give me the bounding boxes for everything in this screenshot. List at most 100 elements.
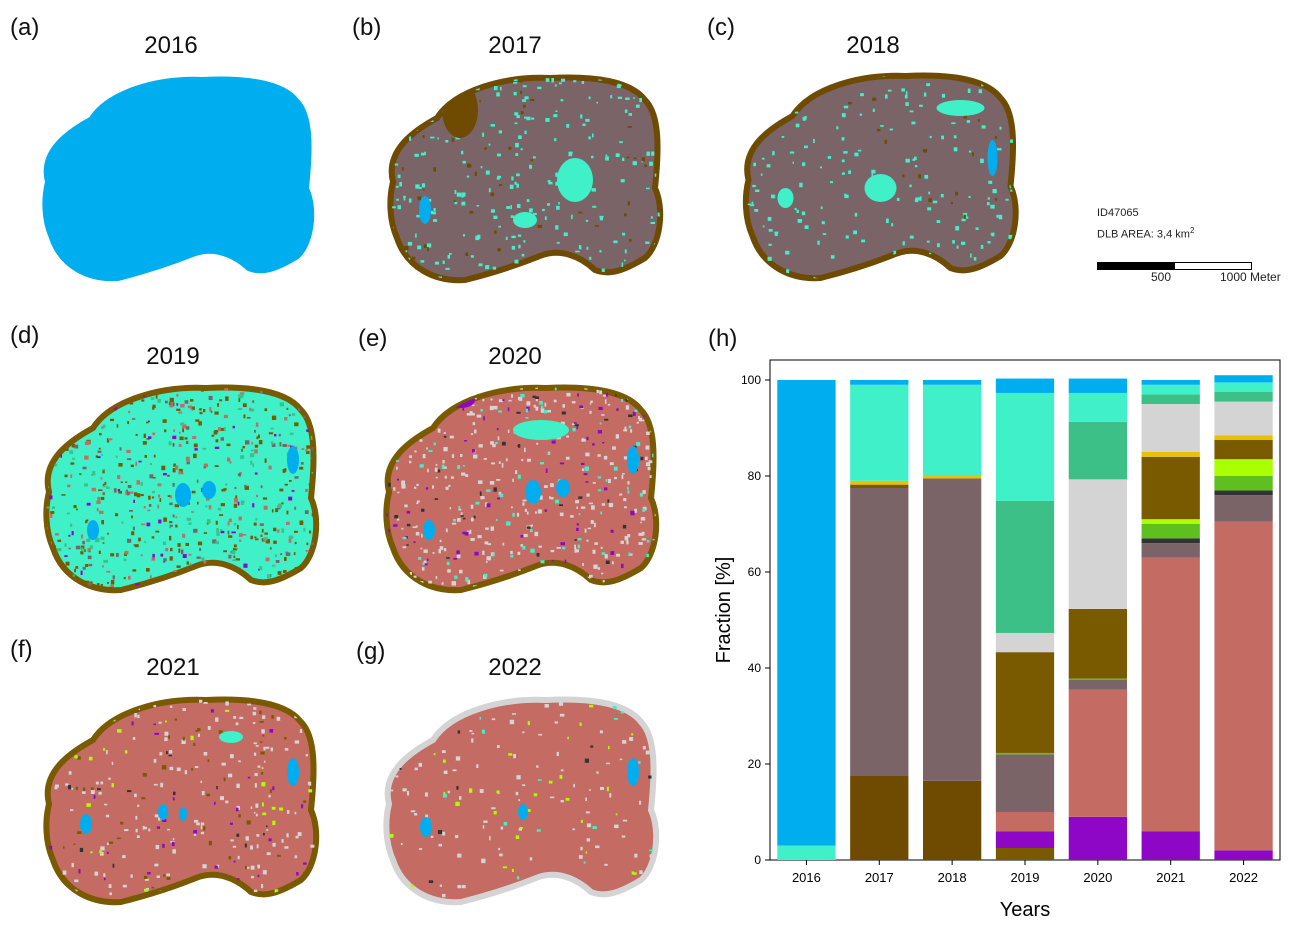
map-pixel: [208, 578, 211, 582]
map-pixel: [288, 496, 293, 501]
map-pixel: [397, 174, 401, 179]
map-pixel: [224, 388, 228, 391]
map-pixel: [754, 237, 757, 242]
map-pixel: [240, 393, 244, 398]
map-pixel: [55, 552, 58, 557]
map-pixel: [603, 394, 607, 397]
map-pixel: [226, 593, 229, 595]
map-pixel: [75, 786, 78, 790]
panel-label-e: (e): [358, 325, 388, 352]
bar-segment: [1214, 850, 1273, 860]
map-pixel: [270, 747, 273, 752]
map-pixel: [560, 769, 564, 772]
map-pixel: [574, 539, 577, 541]
map-pixel: [553, 399, 557, 403]
map-patch: [287, 446, 299, 474]
map-pixel: [244, 843, 247, 848]
map-pixel: [33, 504, 37, 507]
map-pixel: [520, 387, 523, 390]
map-pixel: [299, 520, 304, 525]
map-pixel: [170, 547, 173, 552]
map-pixel: [582, 563, 584, 567]
map-pixel: [496, 790, 500, 794]
map-pixel: [491, 807, 496, 810]
map-pixel: [529, 164, 532, 169]
y-tick-label: 20: [748, 757, 762, 771]
map-pixel: [57, 539, 62, 542]
map-pixel: [804, 145, 808, 149]
map-pixel: [544, 402, 547, 407]
map-pixel: [177, 585, 180, 589]
map-pixel: [281, 502, 284, 505]
map-pixel: [36, 877, 40, 879]
map-pixel: [516, 173, 520, 177]
map-pixel: [433, 219, 438, 222]
map-pixel: [217, 403, 219, 407]
map-pixel: [277, 529, 280, 533]
map-pixel: [615, 153, 620, 157]
map-pixel: [152, 432, 156, 436]
map-pixel: [524, 130, 527, 134]
map-pixel: [178, 548, 181, 553]
map-pixel: [142, 773, 147, 777]
map-pixel: [407, 419, 412, 424]
map-pixel: [225, 381, 227, 384]
map-pixel: [237, 501, 240, 506]
map-pixel: [467, 579, 471, 585]
map-pixel: [85, 520, 88, 524]
map-pixel: [376, 553, 380, 555]
map-pixel: [488, 143, 491, 146]
map-pixel: [464, 72, 466, 75]
map-pixel: [374, 555, 377, 558]
map-pixel: [372, 483, 375, 486]
map-pixel: [409, 460, 412, 464]
map-pixel: [612, 706, 617, 709]
map-pixel: [531, 573, 534, 577]
map-pixel: [237, 584, 241, 587]
map-pixel: [387, 587, 390, 591]
map-pixel: [550, 497, 554, 500]
map-pixel: [146, 522, 151, 527]
map-pixel: [255, 745, 259, 747]
map-pixel: [470, 433, 474, 435]
map-pixel: [230, 754, 234, 759]
map-pixel: [250, 865, 255, 870]
map-pixel: [459, 387, 463, 390]
map-pixel: [1011, 100, 1016, 104]
map-pixel: [137, 387, 140, 390]
map-pixel: [424, 563, 428, 566]
map-pixel: [871, 173, 874, 178]
map-pixel: [608, 503, 614, 508]
map-pixel: [273, 540, 277, 544]
map-pixel: [377, 275, 379, 277]
map-pixel: [956, 245, 959, 249]
map-pixel: [214, 430, 219, 433]
lake-map-2019: [33, 381, 320, 595]
map-pixel: [175, 516, 178, 519]
bar-segment: [850, 384, 909, 481]
map-pixel: [1010, 189, 1014, 192]
map-pixel: [74, 879, 79, 883]
map-pixel: [634, 508, 637, 513]
map-pixel: [303, 700, 308, 703]
map-pixel: [466, 413, 471, 416]
map-pixel: [813, 277, 816, 279]
map-pixel: [222, 586, 227, 589]
map-pixel: [648, 775, 652, 779]
map-pixel: [640, 517, 646, 521]
bar-segment: [1214, 521, 1273, 851]
map-pixel: [309, 476, 315, 479]
map-pixel: [180, 404, 185, 408]
map-pixel: [403, 726, 407, 731]
map-pixel: [458, 508, 462, 511]
map-pixel: [35, 570, 38, 572]
map-pixel: [227, 579, 230, 584]
map-pixel: [542, 208, 545, 212]
map-pixel: [172, 443, 175, 447]
map-pixel: [90, 790, 95, 794]
map-pixel: [281, 903, 283, 906]
map-pixel: [409, 455, 412, 459]
map-pixel: [82, 791, 86, 794]
map-pixel: [44, 695, 47, 698]
map-pixel: [649, 567, 653, 571]
